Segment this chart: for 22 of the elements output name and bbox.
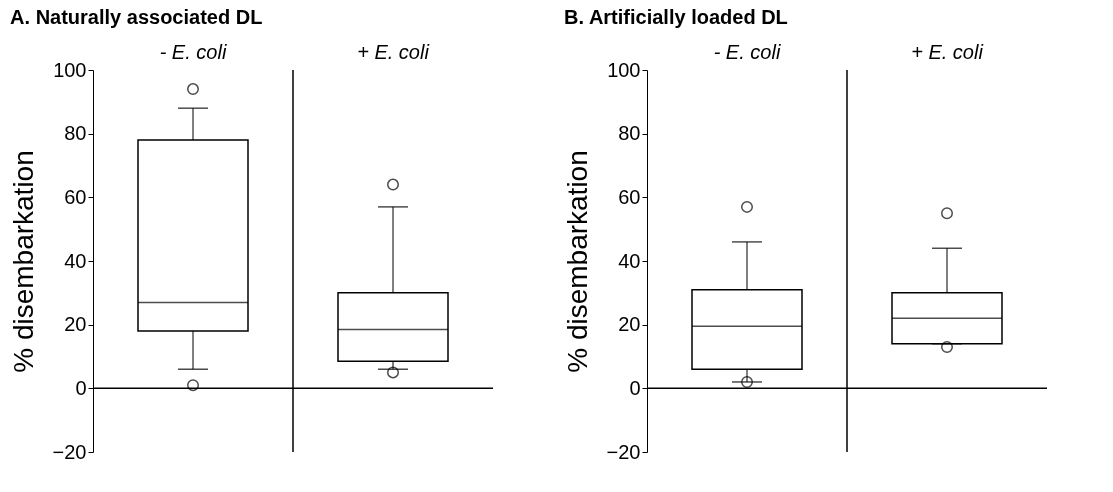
y-axis-title: % disembarkation <box>7 150 39 373</box>
y-tick-label: 80 <box>64 122 87 145</box>
chart-title: B. Artificially loaded DL <box>564 6 788 28</box>
y-tick-label: −20 <box>606 440 641 463</box>
y-tick-label: 60 <box>618 185 641 208</box>
y-tick-label: 80 <box>618 122 641 145</box>
y-axis-title: % disembarkation <box>561 150 593 373</box>
y-tick-label: 40 <box>64 249 87 272</box>
x-tick-label: - E. coli <box>713 40 781 63</box>
x-tick-label: - E. coli <box>159 40 227 63</box>
chart-title: A. Naturally associated DL <box>10 6 263 28</box>
y-tick-label: 0 <box>629 376 641 399</box>
y-tick-label: 100 <box>607 58 641 81</box>
y-tick-label: 40 <box>618 249 641 272</box>
y-tick-label: 60 <box>64 185 87 208</box>
y-tick-label: 0 <box>75 376 87 399</box>
y-tick-label: 20 <box>64 313 87 336</box>
y-tick-label: 100 <box>53 58 87 81</box>
x-tick-label: + E. coli <box>911 40 984 63</box>
y-tick-label: −20 <box>52 440 87 463</box>
y-tick-label: 20 <box>618 313 641 336</box>
x-tick-label: + E. coli <box>357 40 430 63</box>
